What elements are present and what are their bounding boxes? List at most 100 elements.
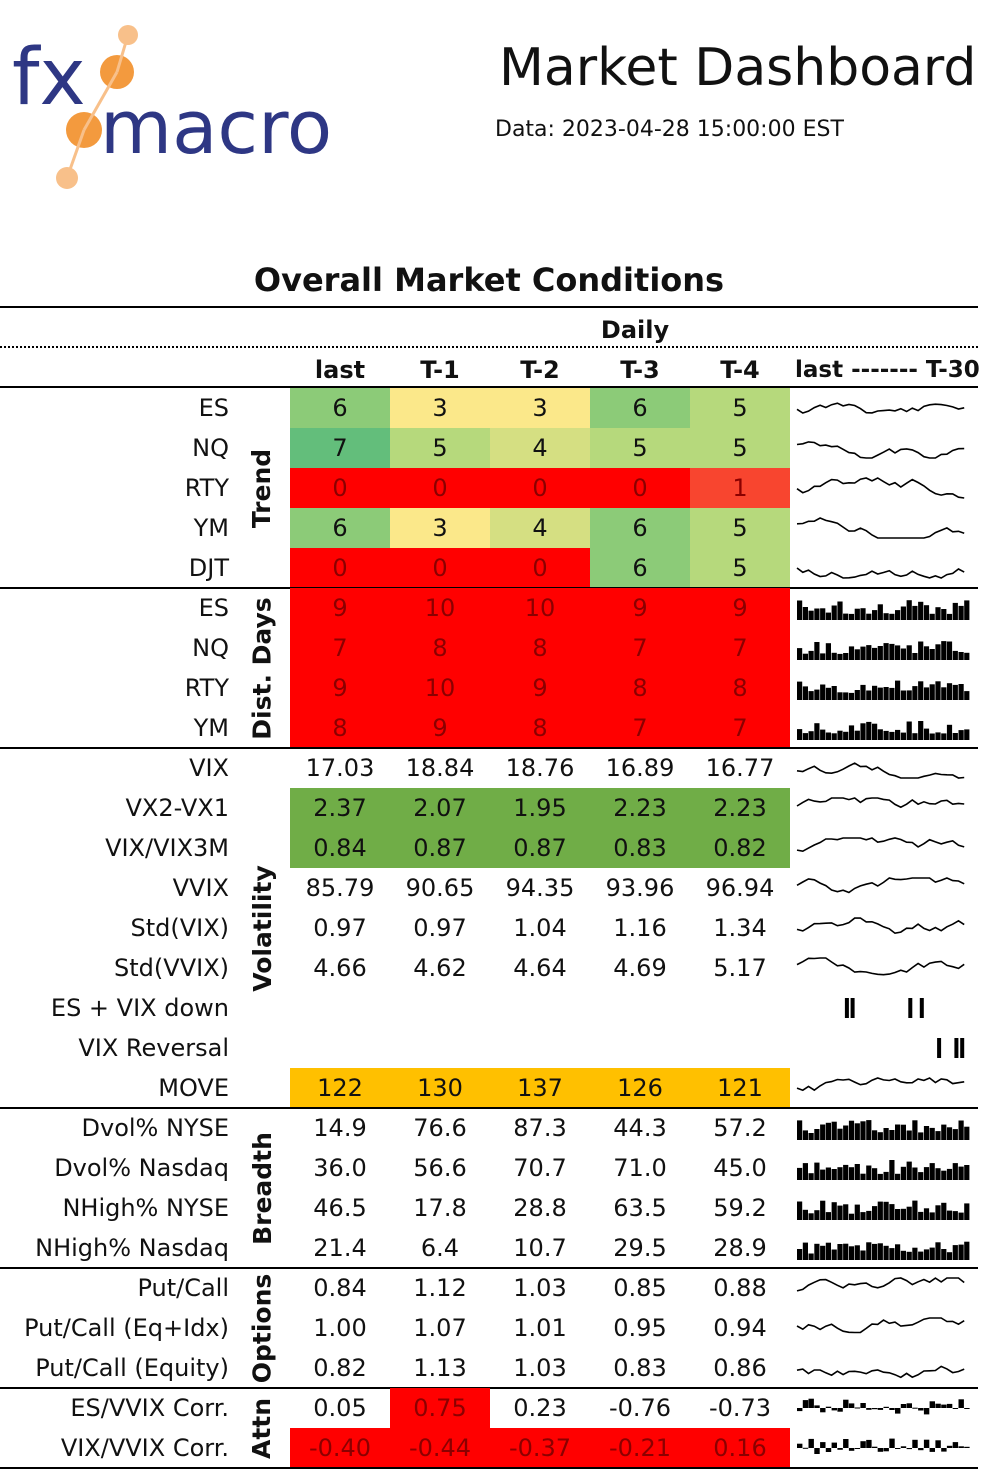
value-cell: 8 (390, 628, 490, 668)
value-cell: -0.73 (708, 1394, 772, 1422)
spark-bar (820, 1124, 826, 1140)
spark-bar (964, 652, 970, 660)
spark-bar (866, 1120, 872, 1140)
spark-bar (825, 612, 831, 620)
spark-bar (860, 1121, 866, 1140)
spark-bar (958, 1399, 964, 1408)
spark-bar (912, 1167, 918, 1180)
value-cell: 46.5 (313, 1194, 367, 1222)
spark-bar (854, 1448, 861, 1449)
logo-link (65, 129, 86, 179)
value-cell: 14.9 (313, 1114, 367, 1142)
value-cell: 122 (290, 1068, 390, 1108)
sparkline-std-vvix (796, 957, 965, 976)
spark-bar (877, 1132, 883, 1140)
value-cell: 5 (690, 388, 790, 428)
value-cell: 1.95 (490, 788, 590, 828)
spark-bar (854, 1245, 860, 1260)
event-mark (850, 998, 855, 1018)
spark-bar (843, 1164, 849, 1180)
spark-bar (964, 1203, 970, 1220)
spark-bar (900, 1124, 906, 1140)
spark-bar (848, 1448, 855, 1451)
spark-bar (866, 645, 872, 660)
spark-bar (958, 1120, 964, 1140)
spark-bar (877, 687, 883, 700)
spark-bar (825, 1448, 832, 1452)
spark-bar (843, 731, 849, 740)
spark-bar (831, 1442, 837, 1448)
spark-bar (912, 733, 918, 740)
sparkline-std-vix (796, 917, 965, 935)
value-cell: 0.87 (490, 828, 590, 868)
spark-bar (825, 732, 831, 740)
value-cell: 4.62 (413, 954, 467, 982)
spark-bar (854, 1123, 860, 1140)
spark-bar (889, 1160, 895, 1180)
column-header-last: last (314, 356, 366, 384)
spark-bar (923, 1249, 930, 1260)
value-cell: 5 (690, 548, 790, 588)
spark-bar (912, 686, 918, 700)
event-marks-es-vix-down (844, 998, 924, 1018)
spark-bar (900, 1208, 906, 1220)
value-cell: 0.16 (690, 1428, 790, 1468)
spark-bar (848, 613, 855, 620)
spark-bar (814, 689, 820, 700)
spark-bar (843, 1399, 849, 1408)
value-cell: 2.23 (590, 788, 690, 828)
table-top-rule (0, 306, 978, 308)
spark-bar (964, 691, 970, 700)
value-cell: 45.0 (713, 1154, 767, 1182)
spark-bar (848, 1167, 855, 1180)
spark-bar (802, 686, 808, 700)
spark-bar (883, 1171, 889, 1180)
spark-bar (918, 681, 924, 700)
row-label-vix-vix3m: VIX/VIX3M (105, 834, 229, 862)
spark-bar (900, 606, 906, 620)
row-label-ym: YM (193, 514, 229, 542)
header-bottom-rule (0, 386, 978, 388)
spark-bar (958, 1166, 964, 1180)
spark-bar (808, 731, 814, 740)
value-cell: 87.3 (513, 1114, 567, 1142)
row-label-es: ES (198, 594, 229, 622)
value-cell: 6.4 (420, 1234, 460, 1262)
spark-bar (848, 1120, 855, 1140)
spark-bar (866, 1210, 872, 1220)
value-cell: 126 (590, 1068, 690, 1108)
spark-bar (946, 1445, 953, 1448)
spark-bar (837, 1205, 843, 1220)
spark-bar (802, 1130, 808, 1140)
value-cell: 0.97 (413, 914, 467, 942)
spark-bar (952, 650, 958, 660)
value-cell: 1 (690, 468, 790, 508)
value-cell: 9 (690, 588, 790, 628)
spark-bar (912, 605, 918, 620)
value-cell: 1.13 (413, 1354, 467, 1382)
spark-bar (900, 1404, 907, 1408)
spark-bar (854, 1407, 861, 1409)
value-cell: 9 (490, 668, 590, 708)
spark-bar (825, 1122, 831, 1140)
value-cell: 70.7 (513, 1154, 567, 1182)
value-cell: 4.69 (613, 954, 667, 982)
value-cell: 28.9 (713, 1234, 767, 1262)
spark-bar (837, 1448, 843, 1450)
spark-bar (883, 1406, 889, 1408)
value-cell: 56.6 (413, 1154, 467, 1182)
sparkbars-nhigh-nyse (797, 1200, 970, 1220)
spark-bar (889, 1204, 895, 1220)
value-cell: 2.37 (290, 788, 390, 828)
group-separator (0, 1107, 978, 1109)
spark-bar (831, 652, 837, 660)
row-label-move: MOVE (158, 1074, 229, 1102)
spark-bar (831, 686, 837, 700)
spark-bar (946, 1210, 953, 1220)
event-mark (937, 1038, 942, 1058)
value-cell: 3 (390, 508, 490, 548)
group-separator (0, 1267, 978, 1269)
value-cell: 16.89 (605, 754, 675, 782)
spark-bar (837, 692, 843, 700)
event-mark (919, 998, 924, 1018)
